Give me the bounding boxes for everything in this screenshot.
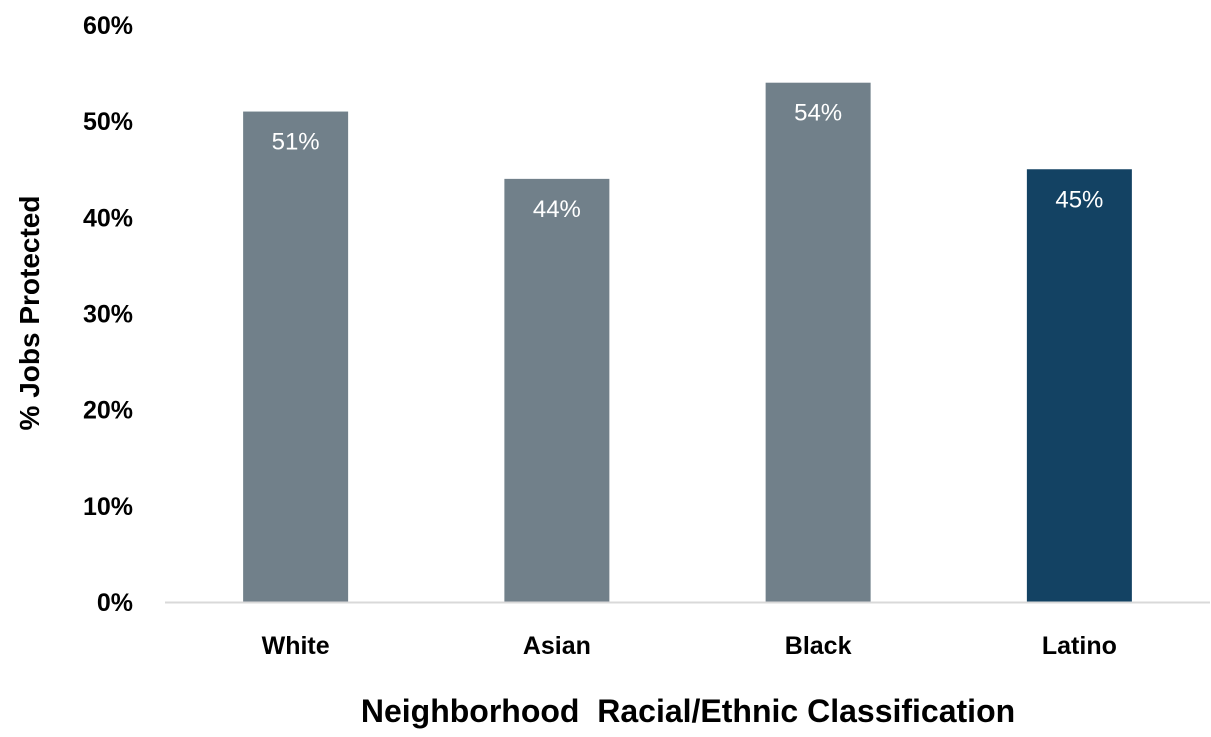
- data-label-latino: 45%: [1055, 186, 1103, 213]
- data-label-black: 54%: [794, 100, 842, 127]
- data-label-white: 51%: [272, 129, 320, 156]
- data-labels-group: 51% 44% 54% 45%: [272, 100, 1104, 223]
- category-label-latino: Latino: [1042, 632, 1117, 660]
- y-tick-label: 50%: [83, 108, 133, 136]
- y-axis-title: % Jobs Protected: [14, 196, 45, 431]
- y-tick-label: 40%: [83, 204, 133, 232]
- data-label-asian: 44%: [533, 196, 581, 223]
- bar-black: [765, 82, 871, 602]
- bar-latino: [1026, 169, 1132, 602]
- y-tick-label: 30%: [83, 301, 133, 329]
- x-axis-category-labels: White Asian Black Latino: [262, 632, 1117, 660]
- x-axis-title: Neighborhood Racial/Ethnic Classificatio…: [361, 693, 1015, 729]
- category-label-asian: Asian: [523, 632, 591, 660]
- category-label-white: White: [262, 632, 330, 660]
- y-tick-label: 60%: [83, 12, 133, 40]
- bar-white: [243, 111, 349, 603]
- bars-group: [243, 82, 1132, 603]
- y-tick-label: 10%: [83, 493, 133, 521]
- y-tick-label: 0%: [97, 589, 133, 617]
- y-axis-tick-labels: 0% 10% 20% 30% 40% 50% 60%: [83, 12, 133, 617]
- y-tick-label: 20%: [83, 397, 133, 425]
- category-label-black: Black: [785, 632, 852, 660]
- bar-asian: [504, 178, 610, 602]
